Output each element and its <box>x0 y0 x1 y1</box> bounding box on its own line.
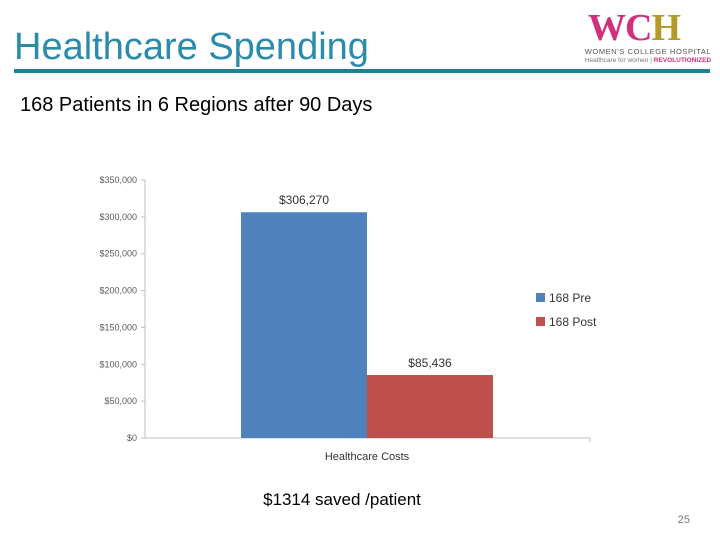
data-label: $85,436 <box>408 356 452 370</box>
hospital-logo: WCH WOMEN'S COLLEGE HOSPITAL Healthcare … <box>582 6 714 68</box>
logo-mark-h: H <box>651 7 681 49</box>
y-tick-label: $50,000 <box>104 396 137 406</box>
bar-168-post <box>367 375 493 438</box>
logo-tagline: Healthcare for women | REVOLUTIONIZED <box>582 57 714 64</box>
logo-mark-c: C <box>625 7 652 49</box>
slide-title: Healthcare Spending <box>14 26 369 68</box>
y-tick-label: $200,000 <box>99 286 137 296</box>
y-tick-label: $100,000 <box>99 359 137 369</box>
data-label: $306,270 <box>279 193 329 207</box>
slide-subtitle: 168 Patients in 6 Regions after 90 Days <box>20 94 373 116</box>
legend-swatch <box>536 317 545 326</box>
chart-legend: 168 Pre 168 Post <box>536 291 597 329</box>
y-tick-label: $150,000 <box>99 322 137 332</box>
logo-mark: WCH <box>588 6 681 50</box>
y-axis-ticks: $0 $50,000 $100,000 $150,000 $200,000 $250,00… <box>99 175 145 443</box>
logo-tagline-right: REVOLUTIONIZED <box>653 57 712 64</box>
legend-label: 168 Pre <box>549 291 591 305</box>
y-tick-label: $350,000 <box>99 175 137 185</box>
bar-168-pre <box>241 212 367 438</box>
page-number: 25 <box>677 514 690 526</box>
logo-mark-w: W <box>588 7 626 49</box>
logo-org-name: WOMEN'S COLLEGE HOSPITAL <box>584 47 712 56</box>
x-axis-category-label: Healthcare Costs <box>325 451 410 463</box>
y-tick-label: $0 <box>127 433 137 443</box>
logo-tagline-left: Healthcare for women <box>584 57 649 64</box>
y-tick-label: $300,000 <box>99 212 137 222</box>
title-underline <box>14 69 710 73</box>
y-tick-label: $250,000 <box>99 249 137 259</box>
savings-caption-wrap: $1314 saved /patient <box>0 490 720 510</box>
legend-swatch <box>536 293 545 302</box>
legend-label: 168 Post <box>549 315 597 329</box>
data-labels: $306,270 $85,436 <box>279 193 452 370</box>
logo-tagline-sep: | <box>650 57 652 64</box>
chart-bars <box>241 212 493 438</box>
savings-caption: $1314 saved /patient <box>263 490 421 509</box>
